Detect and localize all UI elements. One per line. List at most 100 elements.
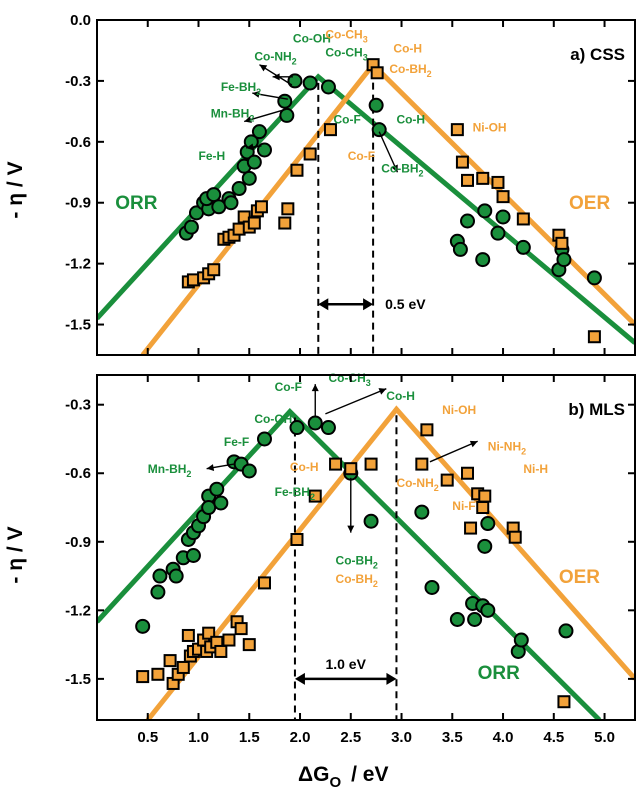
y-tick-label: -0.3 <box>65 397 91 414</box>
oer-point <box>136 670 150 684</box>
annotation-label: Co-BH2 <box>336 554 378 571</box>
annotation-label: Ni-NH2 <box>488 439 526 456</box>
annotation-arrow-head <box>378 388 387 395</box>
annotation-label: Co-OH <box>293 31 331 45</box>
orr-point <box>251 124 267 140</box>
oer-point <box>202 626 216 640</box>
gap-label: 0.5 eV <box>385 296 426 312</box>
orr-point <box>289 420 305 436</box>
x-tick-label: 1.5 <box>239 729 260 746</box>
orr-point <box>152 568 168 584</box>
oer-point <box>290 163 304 177</box>
oer-point <box>476 171 490 185</box>
oer-point <box>247 216 261 230</box>
orr-point <box>368 97 384 113</box>
y-tick-label: -1.2 <box>65 602 91 619</box>
gap-arrow-head-left <box>318 298 329 311</box>
orr-point <box>183 219 199 235</box>
orr-point <box>231 181 247 197</box>
annotation-label: Ni-OH <box>442 403 476 417</box>
orr-point <box>206 187 222 203</box>
annotation-label: Co-NH2 <box>396 476 438 493</box>
oer-point <box>308 489 322 503</box>
y-tick-label: -1.5 <box>65 671 91 688</box>
annotation-arrow <box>378 131 399 173</box>
orr-point <box>480 516 496 532</box>
x-tick-label: 1.0 <box>188 729 209 746</box>
x-axis-title-main: ΔG <box>298 763 329 786</box>
plot-frame <box>96 374 636 721</box>
annotation-arrow-head <box>244 116 252 123</box>
oer-point <box>163 654 177 668</box>
orr-point <box>302 75 318 91</box>
orr-point <box>256 142 272 158</box>
annotation-label: Co-BH2 <box>389 62 431 79</box>
orr-point <box>424 579 440 595</box>
annotation-arrow-head <box>469 440 478 448</box>
x-axis-title-unit: / eV <box>351 763 388 786</box>
orr-point <box>363 513 379 529</box>
orr-point <box>477 203 493 219</box>
annotation-arrow-head <box>347 525 355 533</box>
annotation-label: Fe-BH2 <box>221 80 261 97</box>
oer-point <box>496 190 510 204</box>
series-label-oer: OER <box>569 193 610 214</box>
oer-point <box>370 66 384 80</box>
oer-point <box>281 202 295 216</box>
oer-point <box>450 123 464 137</box>
oer-point <box>364 457 378 471</box>
oer-point <box>555 236 569 250</box>
orr-point <box>241 463 257 479</box>
oer-point <box>242 638 256 652</box>
oer-point <box>587 330 601 344</box>
orr-point <box>201 500 217 516</box>
orr-point <box>277 93 293 109</box>
annotation-arrow-head <box>206 464 215 471</box>
panel-label: a) CSS <box>570 45 625 64</box>
orr-point <box>307 415 323 431</box>
orr-point <box>452 241 468 257</box>
gap-label: 1.0 eV <box>325 656 366 672</box>
orr-point <box>241 170 257 186</box>
volcano-line-oer <box>145 405 635 720</box>
series-label-orr: ORR <box>115 193 158 214</box>
orr-point <box>256 431 272 447</box>
panel-label: b) MLS <box>568 400 625 419</box>
oer-point <box>222 633 236 647</box>
orr-point <box>467 611 483 627</box>
y-tick-label: -0.3 <box>65 73 91 90</box>
oer-point <box>461 466 475 480</box>
orr-point <box>414 504 430 520</box>
orr-point <box>477 538 493 554</box>
x-tick-label: 0.5 <box>137 729 158 746</box>
oer-point <box>440 473 454 487</box>
annotation-arrow <box>429 440 478 463</box>
orr-point <box>513 632 529 648</box>
volcano-line-orr <box>97 73 635 345</box>
annotation-arrow-head <box>259 64 268 72</box>
x-tick-label: 3.0 <box>391 729 412 746</box>
volcano-line-orr <box>97 407 602 720</box>
x-tick-label: 3.5 <box>442 729 463 746</box>
orr-point <box>135 618 151 634</box>
orr-point <box>223 195 239 211</box>
annotation-arrow-head <box>272 73 280 81</box>
oer-point <box>508 530 522 544</box>
orr-point <box>246 154 262 170</box>
oer-point <box>234 622 248 636</box>
orr-point <box>185 547 201 563</box>
orr-point <box>475 252 491 268</box>
gap-arrow-head-left <box>294 672 305 685</box>
orr-point <box>371 122 387 138</box>
oer-point <box>557 695 571 709</box>
orr-point <box>150 584 166 600</box>
y-axis-title-bottom: - η / V <box>4 526 27 583</box>
x-tick-label: 4.0 <box>493 729 514 746</box>
x-tick-label: 2.0 <box>290 729 311 746</box>
annotation-arrow <box>243 108 287 123</box>
annotation-label: Co-CH3 <box>328 371 370 388</box>
y-tick-label: -0.9 <box>65 195 91 212</box>
annotation-label: Co-F <box>275 380 302 394</box>
panel-b-mls: 1.0 eV Co-F Co-CH3 Co-H Co-OH Fe-F Mn-BH2 Fe-BH… <box>65 371 636 746</box>
oer-point <box>464 521 478 535</box>
